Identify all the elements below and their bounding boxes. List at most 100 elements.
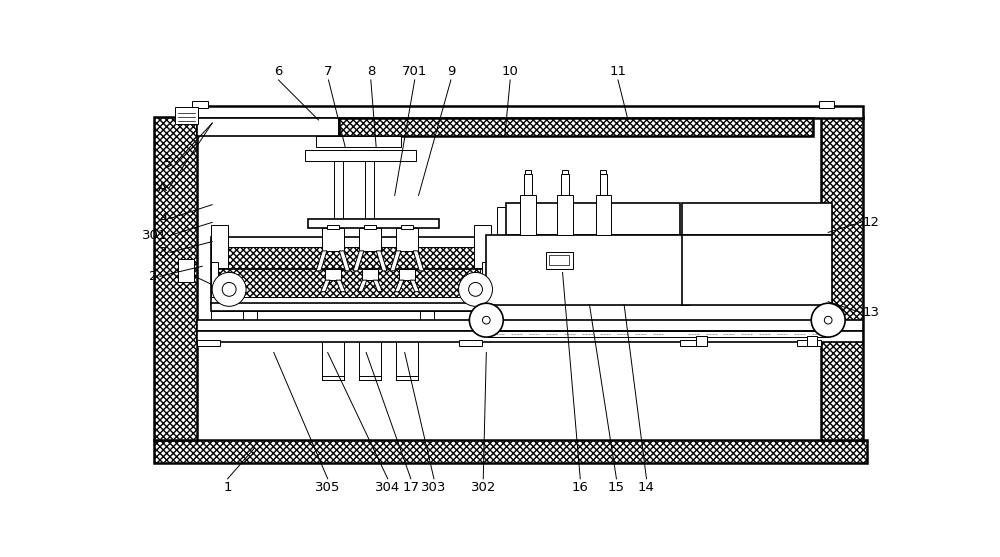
Bar — [396, 324, 418, 377]
Bar — [525, 170, 531, 174]
Bar — [366, 290, 374, 326]
Text: 10: 10 — [502, 65, 519, 77]
Bar — [486, 236, 690, 305]
Bar — [362, 270, 378, 280]
Bar — [197, 320, 863, 331]
Polygon shape — [322, 319, 329, 326]
Text: 13: 13 — [863, 306, 880, 319]
Text: A: A — [158, 181, 167, 194]
Bar — [596, 196, 611, 236]
Bar — [600, 170, 606, 174]
Bar — [192, 101, 208, 108]
Bar — [546, 252, 573, 268]
Text: 12: 12 — [863, 216, 880, 229]
Bar — [524, 174, 532, 196]
Bar — [178, 258, 194, 282]
Bar — [600, 174, 607, 196]
Polygon shape — [376, 251, 387, 271]
Bar — [557, 196, 573, 236]
Bar — [562, 170, 568, 174]
Text: 4: 4 — [159, 212, 168, 225]
Circle shape — [222, 282, 236, 296]
Circle shape — [824, 316, 832, 324]
Polygon shape — [373, 280, 382, 292]
Bar — [329, 290, 337, 326]
Bar — [211, 262, 218, 297]
Bar — [197, 340, 220, 346]
Circle shape — [469, 303, 503, 337]
Polygon shape — [358, 280, 367, 292]
Text: 7: 7 — [324, 65, 333, 77]
Circle shape — [459, 272, 492, 306]
Bar — [325, 270, 341, 280]
Bar — [497, 207, 506, 272]
Bar — [561, 174, 569, 196]
Bar — [327, 224, 339, 229]
Bar — [549, 255, 569, 266]
Bar — [682, 236, 832, 305]
Bar — [197, 119, 339, 136]
Text: 16: 16 — [572, 481, 589, 494]
Bar — [211, 303, 490, 311]
Bar — [334, 161, 343, 222]
Bar — [365, 161, 374, 222]
Text: 11: 11 — [609, 65, 626, 77]
Polygon shape — [336, 280, 345, 292]
Polygon shape — [396, 319, 403, 326]
Polygon shape — [395, 280, 404, 292]
Bar — [305, 150, 416, 161]
Bar — [218, 247, 480, 297]
Bar — [197, 106, 863, 119]
Bar — [154, 117, 197, 440]
Polygon shape — [337, 319, 344, 326]
Polygon shape — [321, 280, 330, 292]
Bar — [506, 203, 680, 236]
Polygon shape — [359, 319, 366, 326]
Text: 5: 5 — [164, 157, 173, 169]
Bar — [175, 107, 198, 124]
Bar — [359, 324, 381, 377]
Text: 304: 304 — [375, 481, 400, 494]
Circle shape — [482, 316, 490, 324]
Bar — [680, 340, 703, 346]
Text: 14: 14 — [638, 481, 655, 494]
Bar — [459, 340, 482, 346]
Text: 17: 17 — [402, 481, 419, 494]
Bar — [520, 196, 536, 236]
Text: 2: 2 — [149, 270, 158, 283]
Bar — [243, 311, 257, 320]
Bar — [403, 290, 411, 326]
Bar — [211, 311, 490, 320]
Bar — [359, 228, 381, 251]
Circle shape — [212, 272, 246, 306]
Bar — [420, 311, 434, 320]
Text: 303: 303 — [421, 481, 447, 494]
Text: 8: 8 — [367, 65, 375, 77]
Bar — [819, 101, 834, 108]
Bar — [322, 324, 344, 377]
Bar — [396, 228, 418, 251]
Text: 6: 6 — [274, 65, 283, 77]
Polygon shape — [413, 251, 424, 271]
Bar — [399, 270, 415, 280]
Bar — [401, 224, 413, 229]
Bar — [364, 224, 376, 229]
Text: 3: 3 — [159, 246, 168, 259]
Bar — [339, 119, 813, 136]
Text: 301: 301 — [142, 229, 168, 242]
Text: 305: 305 — [315, 481, 340, 494]
Text: 701: 701 — [402, 65, 427, 77]
Polygon shape — [353, 251, 364, 271]
Bar — [308, 218, 439, 228]
Bar — [211, 237, 488, 305]
Polygon shape — [411, 319, 418, 326]
Text: 15: 15 — [608, 481, 625, 494]
Bar — [482, 262, 489, 297]
Circle shape — [811, 303, 845, 337]
Bar — [807, 335, 817, 346]
Bar — [211, 226, 228, 268]
Bar — [696, 335, 707, 346]
Bar — [820, 117, 863, 440]
Bar — [322, 228, 344, 251]
Polygon shape — [339, 251, 350, 271]
